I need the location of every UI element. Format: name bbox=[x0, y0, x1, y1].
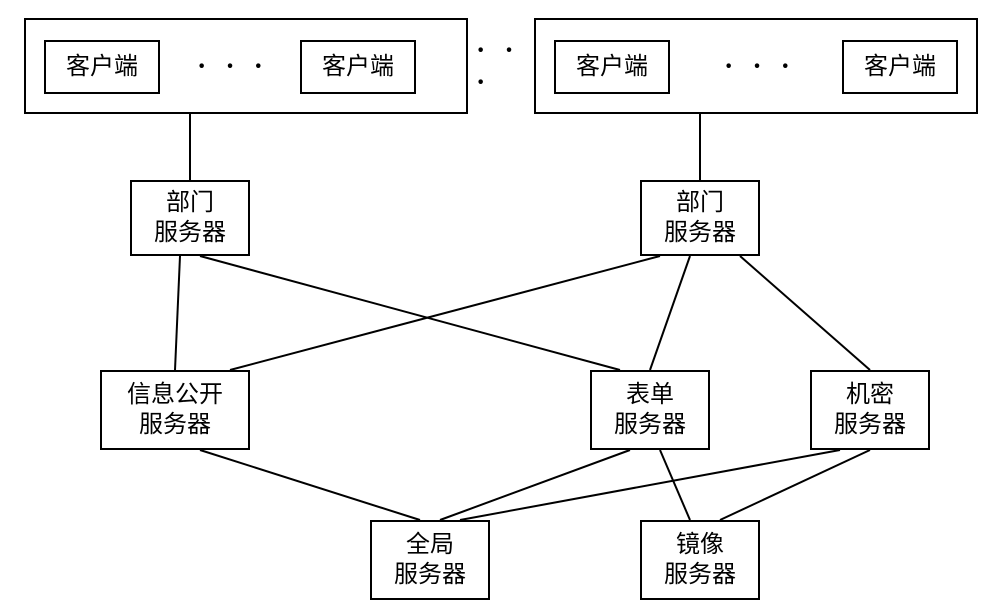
global-server: 全局 服务器 bbox=[370, 520, 490, 600]
edge-form-mirror bbox=[660, 450, 690, 520]
secret-server: 机密 服务器 bbox=[810, 370, 930, 450]
info-public-server: 信息公开 服务器 bbox=[100, 370, 250, 450]
edge-deptB-form bbox=[650, 256, 690, 370]
client-b1: 客户端 bbox=[554, 40, 670, 94]
edge-deptB-info bbox=[230, 256, 660, 370]
dept-server-b: 部门 服务器 bbox=[640, 180, 760, 256]
mirror-server: 镜像 服务器 bbox=[640, 520, 760, 600]
client-b2: 客户端 bbox=[842, 40, 958, 94]
ellipsis-between: · · · bbox=[476, 50, 526, 84]
dept-server-a: 部门 服务器 bbox=[130, 180, 250, 256]
form-server: 表单 服务器 bbox=[590, 370, 710, 450]
client-a2: 客户端 bbox=[300, 40, 416, 94]
edge-secret-mirror bbox=[720, 450, 870, 520]
edge-info-global bbox=[200, 450, 420, 520]
edge-form-global bbox=[440, 450, 630, 520]
edge-secret-global bbox=[460, 450, 840, 520]
ellipsis-in-a: · · · bbox=[188, 50, 278, 84]
edge-deptA-info bbox=[175, 256, 180, 370]
edge-deptB-secret bbox=[740, 256, 870, 370]
edge-deptA-form bbox=[200, 256, 620, 370]
ellipsis-in-b: · · · bbox=[700, 50, 820, 84]
client-a1: 客户端 bbox=[44, 40, 160, 94]
